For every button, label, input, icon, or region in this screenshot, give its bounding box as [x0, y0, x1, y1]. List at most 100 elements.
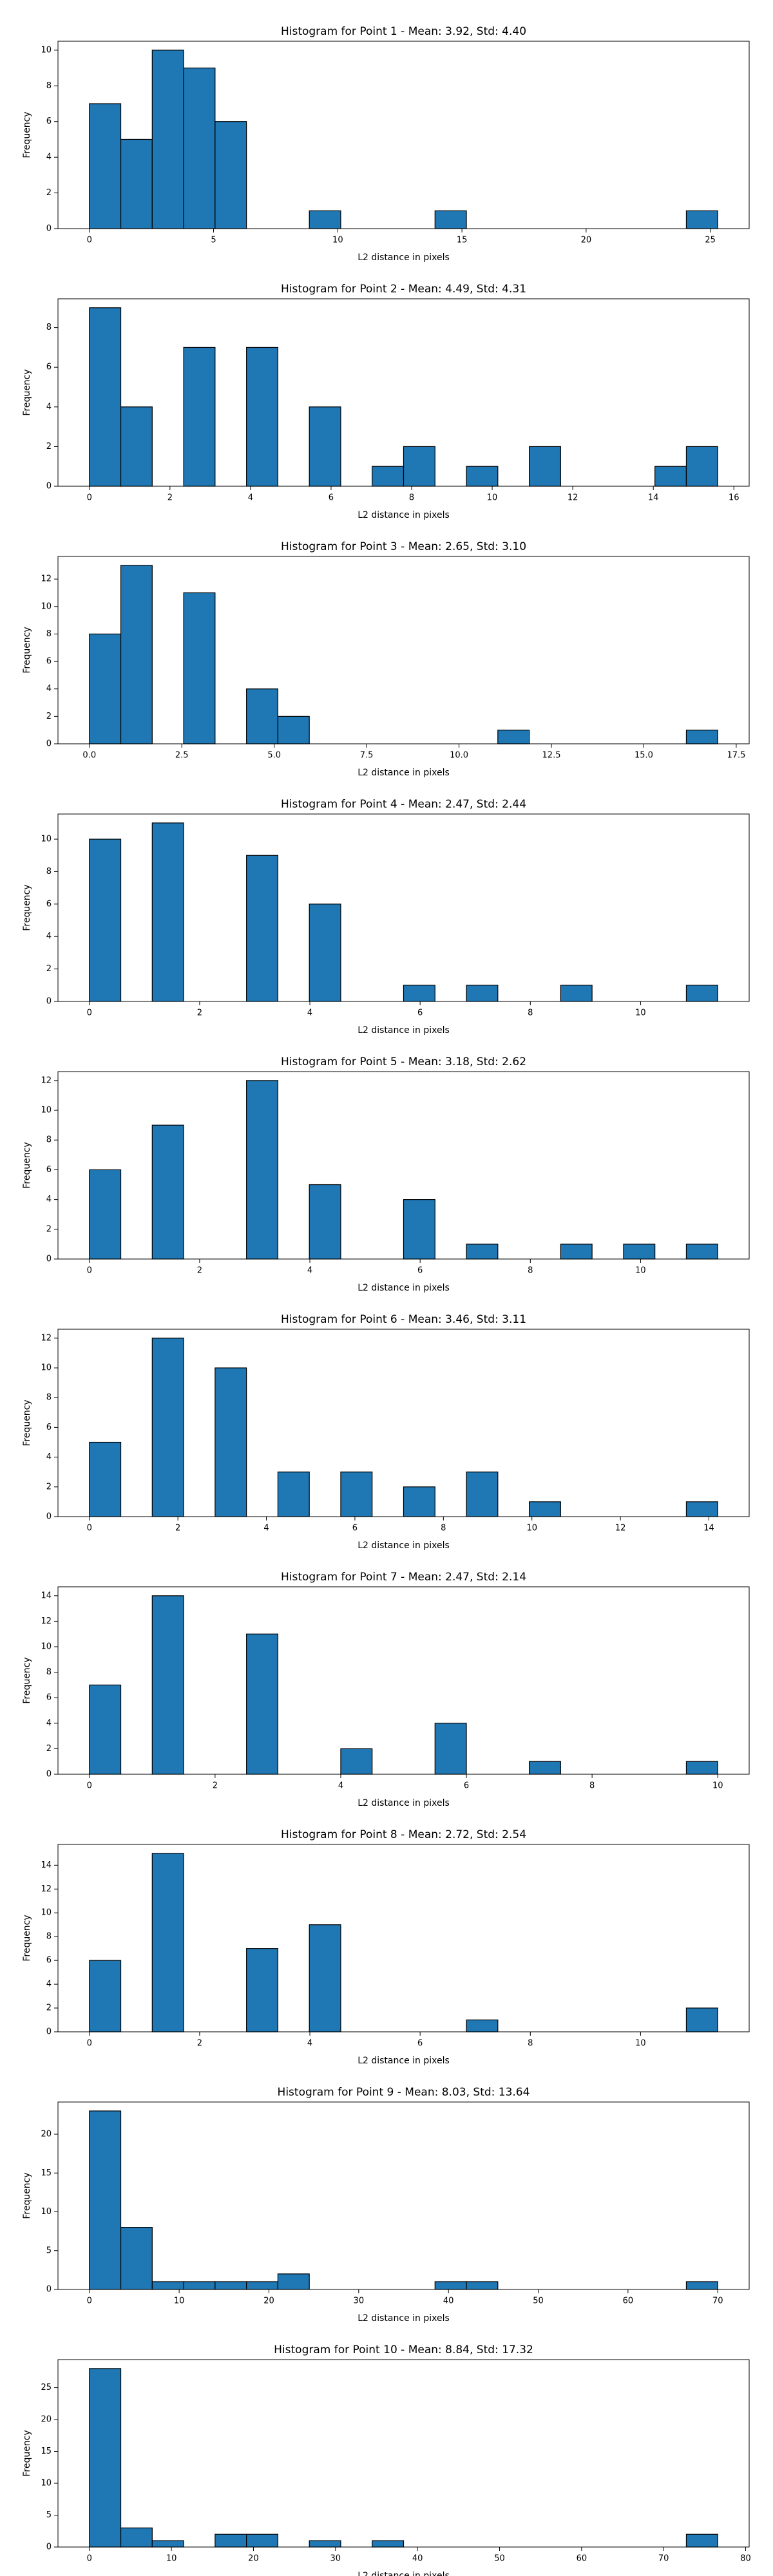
bar [340, 1472, 373, 1517]
x-tick-label: 8 [589, 1781, 595, 1791]
y-tick-label: 10 [41, 2479, 52, 2488]
y-tick-label: 8 [46, 1932, 52, 1942]
bar [403, 1486, 435, 1517]
y-tick-label: 2 [46, 964, 52, 974]
x-tick-label: 10 [174, 2297, 185, 2306]
bar [277, 2273, 310, 2290]
histogram-panel: Histogram for Point 7 - Mean: 2.47, Std:… [22, 1571, 750, 1808]
y-tick-label: 5 [46, 2246, 52, 2255]
chart-title: Histogram for Point 10 - Mean: 8.84, Std… [274, 2344, 533, 2356]
y-tick-label: 12 [41, 1616, 52, 1626]
y-axis-label: Frequency [22, 111, 32, 158]
x-axis-label: L2 distance in pixels [358, 510, 450, 520]
x-tick-label: 10 [712, 1781, 723, 1791]
bar [309, 904, 341, 1002]
x-tick-label: 4 [307, 1009, 312, 1018]
bar [89, 838, 122, 1002]
x-tick-label: 8 [441, 1524, 446, 1533]
axes-frame [57, 41, 750, 229]
bar [685, 2281, 718, 2290]
x-tick-label: 30 [354, 2297, 365, 2306]
bar [685, 446, 718, 487]
bar [685, 1244, 718, 1260]
x-tick-label: 14 [703, 1524, 714, 1533]
y-tick-label: 10 [41, 45, 52, 55]
x-tick-label: 4 [263, 1524, 269, 1533]
x-tick-label: 10 [635, 1266, 646, 1276]
bar [528, 1501, 561, 1517]
x-axis-label: L2 distance in pixels [358, 1283, 450, 1293]
x-tick-label: 0 [87, 493, 92, 503]
y-tick-label: 8 [46, 1135, 52, 1145]
x-tick-label: 0 [87, 236, 92, 245]
bar [215, 2533, 247, 2548]
y-tick-label: 10 [41, 1908, 52, 1918]
x-tick-label: 6 [417, 1009, 423, 1018]
bar [89, 1441, 122, 1517]
x-tick-label: 6 [417, 2039, 423, 2049]
x-tick-label: 25 [705, 236, 716, 245]
bar [89, 633, 122, 744]
y-tick-label: 14 [41, 1591, 52, 1600]
bar [89, 103, 122, 229]
bar [151, 2540, 184, 2548]
bar [466, 1472, 499, 1517]
x-tick-label: 6 [329, 493, 334, 503]
bar [309, 1184, 341, 1260]
x-tick-label: 20 [581, 236, 592, 245]
x-tick-label: 30 [330, 2554, 341, 2564]
x-axis-label: L2 distance in pixels [358, 252, 450, 263]
histogram-panel: Histogram for Point 10 - Mean: 8.84, Std… [22, 2344, 751, 2576]
x-tick-label: 10 [635, 1009, 646, 1018]
bar [183, 346, 216, 487]
y-tick-label: 10 [41, 2207, 52, 2217]
x-tick-label: 12 [568, 493, 578, 503]
chart-title: Histogram for Point 9 - Mean: 8.03, Std:… [278, 2086, 530, 2099]
x-tick-label: 0 [87, 2039, 92, 2049]
x-tick-label: 17.5 [727, 751, 745, 761]
y-tick-label: 8 [46, 1393, 52, 1403]
bar [120, 2227, 153, 2290]
histogram-panel: Histogram for Point 8 - Mean: 2.72, Std:… [22, 1828, 750, 2066]
y-tick-label: 8 [46, 323, 52, 332]
x-tick-label: 10.0 [450, 751, 468, 761]
bar [340, 1748, 373, 1775]
x-axis-label: L2 distance in pixels [358, 2056, 450, 2066]
x-tick-label: 4 [307, 1266, 312, 1276]
bar [309, 1924, 341, 2032]
x-tick-label: 2.5 [175, 751, 189, 761]
y-tick-label: 6 [46, 1423, 52, 1432]
x-tick-label: 15 [457, 236, 468, 245]
bar [151, 1595, 184, 1775]
bar [685, 1761, 718, 1775]
x-tick-label: 8 [528, 2039, 533, 2049]
y-axis-label: Frequency [22, 2172, 32, 2219]
chart-title: Histogram for Point 3 - Mean: 2.65, Std:… [281, 540, 526, 553]
x-tick-label: 4 [248, 493, 253, 503]
y-axis-label: Frequency [22, 884, 32, 931]
y-tick-label: 25 [41, 2383, 52, 2392]
bar [560, 985, 593, 1002]
y-tick-label: 0 [46, 2285, 52, 2295]
x-tick-label: 6 [417, 1266, 423, 1276]
bar [528, 446, 561, 487]
x-tick-label: 40 [443, 2297, 454, 2306]
bar [466, 2281, 499, 2290]
bar [466, 985, 499, 1002]
bar [89, 2368, 122, 2548]
bar [403, 446, 435, 487]
y-tick-label: 0 [46, 482, 52, 491]
x-tick-label: 40 [412, 2554, 423, 2564]
x-tick-label: 4 [307, 2039, 312, 2049]
y-tick-label: 2 [46, 442, 52, 451]
x-tick-label: 2 [197, 2039, 202, 2049]
y-tick-label: 0 [46, 1255, 52, 1264]
y-tick-label: 4 [46, 684, 52, 694]
y-tick-label: 10 [41, 835, 52, 844]
axes-frame [57, 2101, 750, 2290]
x-tick-label: 10 [487, 493, 498, 503]
x-tick-label: 20 [248, 2554, 259, 2564]
y-tick-label: 2 [46, 2003, 52, 2013]
y-tick-label: 0 [46, 1512, 52, 1522]
axes-frame [57, 1844, 750, 2032]
